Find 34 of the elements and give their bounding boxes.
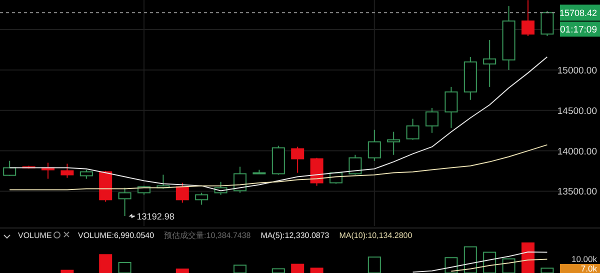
text: 10.00k: [571, 254, 598, 264]
y-tick-label: 15000.00: [557, 65, 597, 76]
bar: [118, 262, 132, 273]
bar: [368, 256, 381, 273]
chart-title: VOLUME: [18, 231, 52, 240]
annotation: 13192.98: [136, 212, 174, 222]
bar: [291, 264, 304, 273]
bar: [99, 254, 112, 273]
bar: [444, 257, 458, 273]
text: 预估成交量:10,384.7438: [164, 231, 252, 240]
bar: [483, 252, 496, 273]
y-tick-label: 14500.00: [557, 106, 597, 117]
text: VOLUME:6,990.0540: [78, 231, 155, 240]
bar: [540, 268, 554, 273]
candlestick: [502, 6, 516, 70]
text: MA(10):10,134.2800: [339, 231, 413, 240]
bar: [176, 268, 189, 273]
bar: [234, 264, 246, 273]
text: 01:17:09: [560, 24, 597, 36]
candlestick: [483, 40, 496, 88]
bar: [502, 258, 516, 273]
candlestick: [387, 131, 400, 156]
bar: [310, 268, 324, 273]
candlestick: [464, 56, 477, 100]
text: MA(5):12,330.0873: [260, 231, 330, 240]
bar: [464, 246, 477, 273]
candlestick: [444, 86, 458, 128]
ref-line-label: 15708.42: [559, 8, 597, 18]
y-tick-label: 13500.00: [557, 186, 597, 198]
text: 7.0k: [580, 264, 598, 273]
bar: [60, 270, 74, 273]
bar: [522, 242, 534, 273]
y-tick-label: 14000.00: [557, 146, 597, 158]
bar: [272, 268, 285, 273]
